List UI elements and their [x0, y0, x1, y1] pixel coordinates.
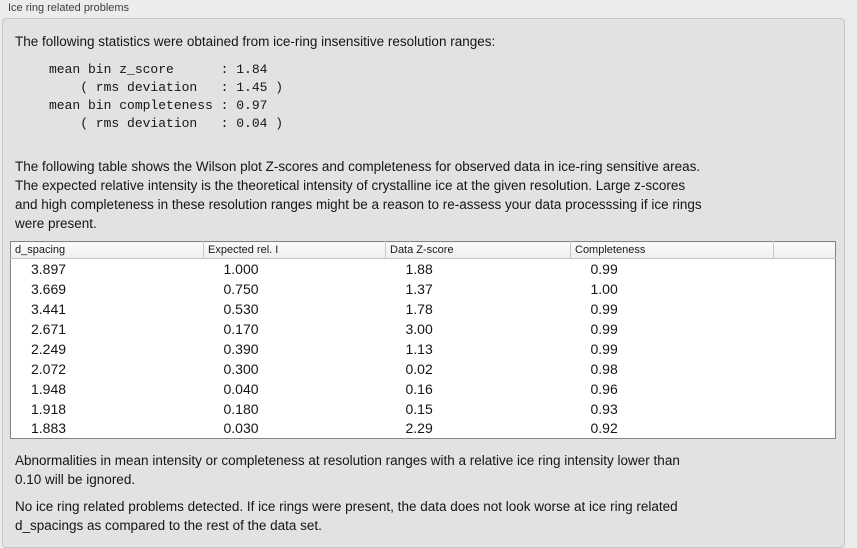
table-cell: 0.180: [223, 400, 259, 417]
panel-title: Ice ring related problems: [8, 2, 130, 14]
table-row[interactable]: 2.249 0.390 1.13 0.99: [11, 339, 836, 359]
table-cell: 1.78: [405, 300, 433, 317]
table-cell: 1.88: [405, 260, 433, 277]
column-header-empty[interactable]: [773, 241, 836, 259]
table-row[interactable]: 1.883 0.030 2.29 0.92: [11, 419, 836, 439]
ignore-note: Abnormalities in mean intensity or compl…: [15, 453, 680, 487]
table-row[interactable]: 2.072 0.300 0.02 0.98: [11, 359, 836, 379]
column-header-d-spacing[interactable]: d_spacing: [10, 241, 204, 259]
table-cell: 0.96: [590, 380, 618, 397]
table-cell: 0.750: [223, 280, 259, 297]
table-cell: [774, 359, 836, 379]
table-description: The following table shows the Wilson plo…: [15, 159, 702, 231]
table-cell: 0.99: [590, 260, 618, 277]
table-header-row: d_spacing Expected rel. I Data Z-score Comp…: [10, 241, 836, 259]
column-header-completeness[interactable]: Completeness: [570, 241, 774, 259]
column-header-data-z-score[interactable]: Data Z-score: [385, 241, 571, 259]
table-cell: [774, 399, 836, 419]
table-cell: [774, 379, 836, 399]
table-row[interactable]: 1.948 0.040 0.16 0.96: [11, 379, 836, 399]
table-cell: 3.897: [31, 260, 67, 277]
table-cell: 1.948: [31, 380, 67, 397]
table-cell: 3.441: [31, 300, 67, 317]
ice-ring-table[interactable]: d_spacing Expected rel. I Data Z-score Comp…: [10, 241, 836, 439]
table-cell: 0.02: [405, 360, 433, 377]
table-cell: 3.00: [405, 320, 433, 337]
table-cell: 0.040: [223, 380, 259, 397]
table-cell: 0.99: [590, 340, 618, 357]
table-cell: 0.15: [405, 400, 433, 417]
table-cell: 1.883: [31, 420, 67, 437]
table-cell: 0.530: [223, 300, 259, 317]
table-cell: 3.669: [31, 280, 67, 297]
table-cell: [774, 319, 836, 339]
table-cell: 0.170: [223, 320, 259, 337]
table-cell: 0.030: [223, 420, 259, 437]
table-cell: 0.300: [223, 360, 259, 377]
table-cell: [774, 339, 836, 359]
table-cell: [774, 299, 836, 319]
table-cell: 1.00: [590, 280, 618, 297]
stats-block: mean bin z_score : 1.84 ( rms deviation …: [49, 62, 284, 131]
table-cell: [774, 419, 836, 439]
table-row[interactable]: 2.671 0.170 3.00 0.99: [11, 319, 836, 339]
table-cell: 2.072: [31, 360, 67, 377]
table-cell: 0.16: [405, 380, 433, 397]
table-cell: 1.13: [405, 340, 433, 357]
conclusion-text: No ice ring related problems detected. I…: [15, 499, 678, 533]
table-row[interactable]: 3.441 0.530 1.78 0.99: [11, 299, 836, 319]
table-cell: 1.37: [405, 280, 433, 297]
table-row[interactable]: 1.918 0.180 0.15 0.93: [11, 399, 836, 419]
table-cell: [774, 279, 836, 299]
table-cell: 0.390: [223, 340, 259, 357]
table-cell: 0.98: [590, 360, 618, 377]
table-cell: 1.000: [223, 260, 259, 277]
table-cell: 0.92: [590, 420, 618, 437]
table-cell: 1.918: [31, 400, 67, 417]
intro-text: The following statistics were obtained f…: [15, 34, 496, 49]
table-row[interactable]: 3.669 0.750 1.37 1.00: [11, 279, 836, 299]
table-cell: 2.249: [31, 340, 67, 357]
table-cell: 0.99: [590, 320, 618, 337]
ice-ring-panel: The following statistics were obtained f…: [2, 18, 845, 548]
table-cell: 0.93: [590, 400, 618, 417]
table-cell: 2.671: [31, 320, 67, 337]
table-cell: 0.99: [590, 300, 618, 317]
table-cell: [774, 259, 836, 279]
column-header-expected-rel-i[interactable]: Expected rel. I: [203, 241, 386, 259]
table-row[interactable]: 3.897 1.000 1.88 0.99: [11, 259, 836, 279]
table-cell: 2.29: [405, 420, 433, 437]
